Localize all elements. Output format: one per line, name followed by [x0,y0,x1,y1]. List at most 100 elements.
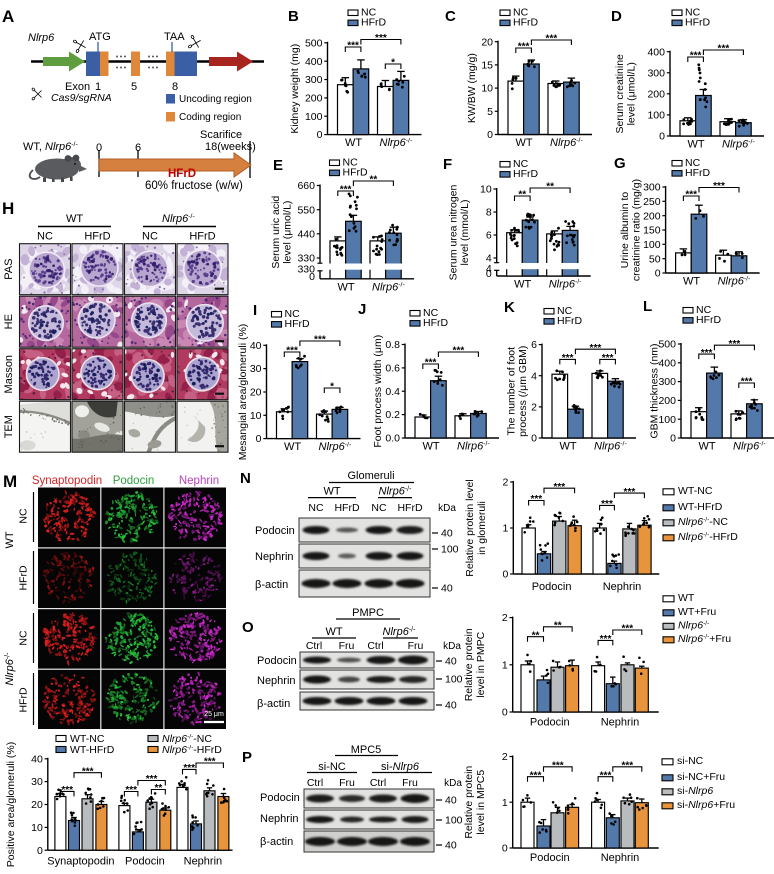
svg-text:***: *** [375,33,387,44]
svg-text:0: 0 [256,433,262,445]
svg-text:NC: NC [513,7,529,19]
svg-text:200: 200 [658,395,676,407]
svg-text:Podocin: Podocin [260,792,300,804]
svg-text:si-NC: si-NC [318,761,346,773]
svg-text:1: 1 [502,659,508,671]
svg-text:WT: WT [698,441,715,453]
svg-text:Urine albumin to: Urine albumin to [619,192,631,269]
svg-text:NC: NC [685,157,701,169]
svg-text:NC: NC [685,7,701,19]
svg-text:WT: WT [323,486,340,498]
svg-text:Synaptopodin: Synaptopodin [32,475,102,487]
svg-text:0.8: 0.8 [385,339,400,351]
svg-text:**: ** [155,783,163,794]
svg-text:Relative protein: Relative protein [463,628,475,701]
svg-text:6: 6 [531,339,537,351]
svg-text:Glomeruli: Glomeruli [347,470,394,482]
svg-text:Positive area/glomeruli (%): Positive area/glomeruli (%) [5,742,17,867]
svg-text:ATG: ATG [89,31,111,43]
svg-text:KW/BW (mg/g): KW/BW (mg/g) [466,53,478,123]
svg-text:300: 300 [305,74,323,86]
svg-text:2: 2 [502,477,508,489]
svg-text:***: *** [562,353,574,364]
svg-text:Nlrp6-/-: Nlrp6-/- [594,441,627,453]
svg-text:***: *** [204,757,216,768]
svg-text:NC: NC [308,502,324,514]
svg-text:B: B [288,8,299,25]
svg-text:***: *** [621,761,633,772]
svg-text:NC: NC [18,630,30,646]
svg-text:0: 0 [502,843,508,855]
svg-text:NC: NC [285,308,301,320]
svg-text:process (/μm GBM): process (/μm GBM) [517,346,529,437]
svg-text:kDa: kDa [443,641,461,652]
svg-text:Fru: Fru [408,640,424,652]
svg-text:HFrD: HFrD [557,315,582,327]
svg-text:2: 2 [502,751,508,763]
svg-text:***: *** [340,185,352,196]
svg-text:***: *** [530,770,542,781]
svg-text:***: *** [82,766,94,777]
svg-text:WT: WT [422,441,439,453]
svg-text:E: E [273,157,283,174]
svg-text:0.2: 0.2 [385,409,400,421]
svg-text:WT-NC: WT-NC [678,485,713,497]
svg-text:***: *** [552,761,564,772]
svg-text:WT, Nlrp6-/-: WT, Nlrp6-/- [23,141,78,153]
svg-text:level in MPC5: level in MPC5 [475,770,487,835]
svg-text:***: *** [621,624,633,635]
svg-text:NC: NC [513,158,529,170]
svg-text:Podocin: Podocin [113,475,155,487]
svg-text:0.0: 0.0 [385,433,400,445]
svg-text:Nlrp6-/-: Nlrp6-/- [4,652,16,686]
svg-text:***: *** [685,190,697,201]
svg-text:Serum creatinine: Serum creatinine [614,54,626,134]
svg-text:5: 5 [487,106,493,118]
svg-text:WT: WT [325,626,342,638]
svg-text:Kidney weight (mg): Kidney weight (mg) [289,44,301,134]
svg-text:Fru: Fru [339,640,355,652]
svg-text:level (μmol/L): level (μmol/L) [282,201,294,264]
svg-text:Coding region: Coding region [179,112,241,123]
svg-text:***: *** [701,348,713,359]
svg-text:si-Nlrp6: si-Nlrp6 [381,761,420,773]
svg-text:M: M [3,472,17,491]
svg-text:***: *** [453,346,465,357]
svg-text:HE: HE [3,314,15,329]
svg-text:1: 1 [95,81,101,93]
svg-text:Nlrp6-/-: Nlrp6-/- [319,441,352,453]
svg-text:F: F [443,156,452,173]
svg-text:Synaptopodin: Synaptopodin [47,856,114,868]
svg-text:Nlrp6-/-: Nlrp6-/- [372,281,405,293]
svg-text:Nlrp6-/-: Nlrp6-/- [733,441,766,453]
svg-text:40: 40 [250,340,262,352]
svg-text:in glomeruli: in glomeruli [476,501,488,555]
svg-text:400: 400 [647,46,665,58]
svg-text:WT-HFrD: WT-HFrD [70,744,115,756]
svg-text:WT: WT [284,441,301,453]
svg-text:PAS: PAS [3,259,15,280]
svg-text:H: H [2,199,14,218]
svg-text:D: D [611,8,622,25]
svg-text:8: 8 [172,81,178,93]
svg-text:40: 40 [31,753,43,765]
svg-text:PMPC: PMPC [352,607,384,619]
svg-text:Nephrin: Nephrin [601,717,640,729]
svg-text:Nlrp6-/-: Nlrp6-/- [383,626,417,638]
svg-text:β-actin: β-actin [257,698,290,710]
svg-text:Masson: Masson [3,355,15,394]
svg-text:***: *** [690,51,702,62]
svg-text:WT: WT [515,137,532,149]
svg-text:***: *** [518,42,530,53]
svg-text:60% fructose (w/w): 60% fructose (w/w) [145,180,243,192]
svg-text:Nephrin: Nephrin [257,675,296,687]
svg-text:WT: WT [683,276,700,288]
svg-text:***: *** [713,181,725,192]
svg-text:Nlrp6-/-+Fru: Nlrp6-/-+Fru [678,633,731,645]
svg-text:WT+Fru: WT+Fru [678,606,716,618]
svg-text:Nlrp6-/--NC: Nlrp6-/--NC [162,733,212,745]
svg-text:Scarifice: Scarifice [200,129,242,141]
svg-text:***: *** [546,34,558,45]
svg-text:250: 250 [643,196,661,208]
svg-text:WT: WT [337,281,354,293]
